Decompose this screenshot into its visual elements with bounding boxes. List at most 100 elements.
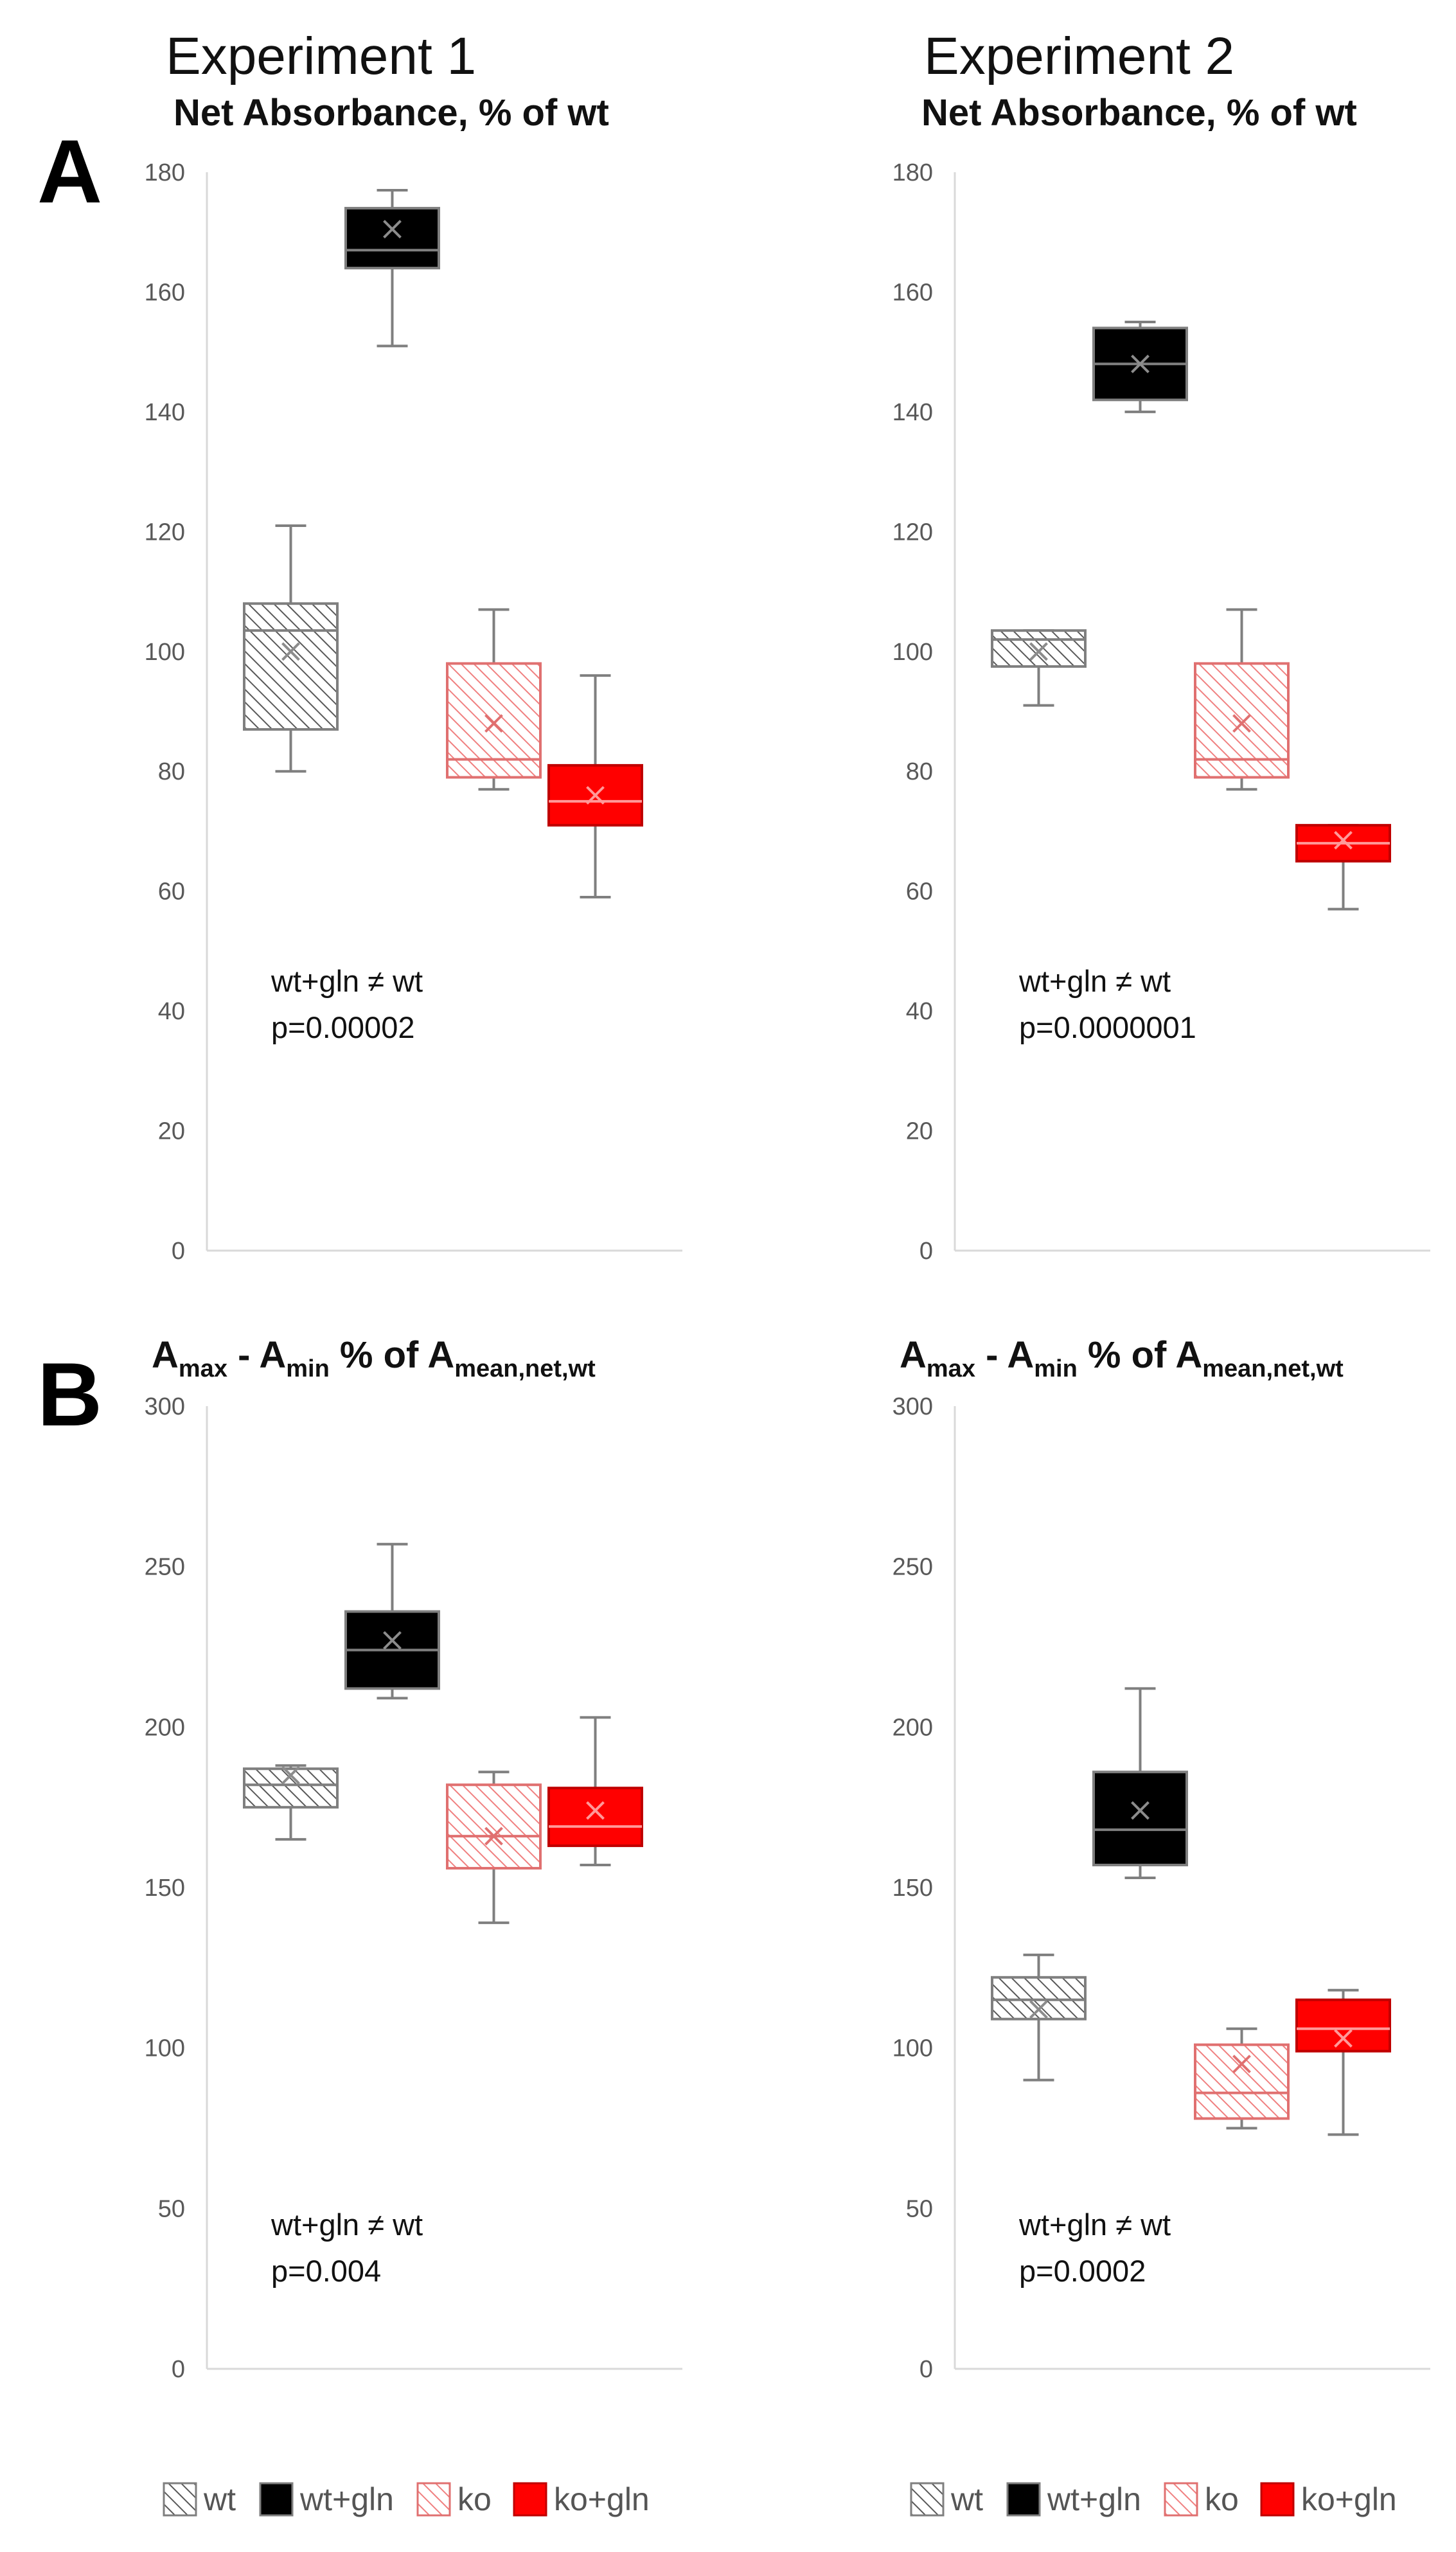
y-tick-label: 0 [919,2356,933,2383]
chart-4: Amax - Amin % of Amean,net,wt 0 50 100 150 20… [892,1334,1430,2383]
annotation-line: wt+gln ≠ wt [271,964,423,998]
box-wt-gln [1092,321,1188,413]
y-tick-label: 100 [892,639,933,666]
legend-swatch [910,2482,945,2517]
y-tick-label: 300 [145,1393,185,1420]
title-part: A [900,1334,927,1376]
chart-title: Net Absorbance, % of wt [921,92,1357,134]
mean-x-stroke [586,786,605,805]
y-tick-label: 100 [892,2035,933,2062]
chart-3: Amax - Amin % of Amean,net,wt 0 50 100 150 20… [145,1334,682,2383]
legend-label: wt+gln [1047,2481,1141,2517]
annotation-line: wt+gln ≠ wt [1018,2208,1171,2242]
mean-x-stroke [1334,2029,1353,2048]
y-tick-label: 250 [145,1554,185,1581]
legend-label: wt [203,2481,236,2517]
y-tick-label: 40 [158,998,185,1025]
title-subscript: min [286,1355,330,1382]
y-tick-label: 200 [145,1714,185,1741]
chart-2: Net Absorbance, % of wt 0 20 40 60 80 100 120 14… [892,92,1430,1265]
annotation-line: p=0.004 [271,2254,381,2288]
legend-label: ko [457,2481,492,2517]
legend-label: wt+gln [299,2481,394,2517]
y-tick-label: 140 [145,399,185,426]
mean-marker [484,1826,503,1846]
y-tick-label: 200 [892,1714,933,1741]
mean-marker [1029,2000,1048,2019]
y-tick-label: 180 [892,159,933,186]
mean-marker [1232,714,1251,733]
mean-x-stroke [484,1826,503,1846]
legend-swatch [513,2482,547,2517]
mean-x-stroke [383,1631,402,1650]
box-ko [446,1771,542,1924]
chart-title: Amax - Amin % of Amean,net,wt [152,1334,596,1382]
y-tick-label: 120 [892,519,933,546]
legend-label: ko+gln [554,2481,650,2517]
annotation-line: p=0.00002 [271,1010,414,1044]
box-ko-gln [1295,824,1391,911]
title-part: - [975,1334,1007,1376]
box-wt [243,524,339,773]
mean-marker [281,642,300,661]
title-part: - [227,1334,259,1376]
mean-marker [281,1765,300,1785]
y-tick-label: 140 [892,399,933,426]
y-tick-label: 60 [158,879,185,906]
mean-marker [586,1801,605,1820]
annotation-line: p=0.0002 [1019,2254,1146,2288]
y-tick-label: 150 [145,1875,185,1902]
legend: wt wt+gln ko ko+gln wt wt+gln ko ko+gln [163,2481,1397,2517]
mean-x-stroke [1232,2055,1251,2074]
mean-marker [484,714,503,733]
y-tick-label: 80 [158,758,185,785]
mean-x-stroke [281,642,300,661]
y-tick-label: 100 [145,2035,185,2062]
y-tick-label: 50 [158,2195,185,2222]
mean-marker [383,1631,402,1650]
box-wt [991,629,1087,707]
mean-marker [1029,642,1048,661]
box-ko-gln [547,674,643,898]
box-ko-gln [547,1716,643,1867]
mean-x-stroke [1131,354,1150,373]
mean-marker [1232,2055,1251,2074]
y-tick-label: 0 [172,2356,185,2383]
box-iqr [1092,1771,1188,1867]
annotation-line: wt+gln ≠ wt [1018,964,1171,998]
legend-label: wt [950,2481,983,2517]
box-iqr [991,1976,1087,2021]
box-ko-gln [1295,1988,1391,2136]
y-tick-label: 0 [172,1238,185,1265]
box-wt [243,1764,339,1841]
title-part: A [1007,1334,1034,1376]
title-part: % of [1078,1334,1176,1376]
panel-letter-b: B [37,1344,102,1445]
title-part: A [152,1334,179,1376]
panel-letter-a: A [37,121,102,222]
y-tick-label: 20 [158,1118,185,1145]
box-ko [446,608,542,791]
mean-x-stroke [1334,831,1353,850]
title-part: A [427,1334,454,1376]
experiment-1-title: Experiment 1 [166,27,476,85]
box-iqr [243,602,339,731]
title-part: % of [330,1334,428,1376]
box-iqr [344,206,440,270]
annotation-line: p=0.0000001 [1019,1010,1196,1044]
y-tick-label: 300 [892,1393,933,1420]
box-wt-gln [344,1542,440,1700]
title-subscript: mean,net,wt [1202,1355,1344,1382]
box-iqr [446,1783,542,1870]
y-tick-label: 160 [892,279,933,306]
annotation-line: wt+gln ≠ wt [271,2208,423,2242]
chart-title: Net Absorbance, % of wt [173,92,609,134]
y-tick-label: 150 [892,1875,933,1902]
mean-x-stroke [1131,1801,1150,1820]
y-tick-label: 160 [145,279,185,306]
box-iqr [1295,1998,1391,2053]
mean-marker [586,786,605,805]
mean-marker [1334,831,1353,850]
